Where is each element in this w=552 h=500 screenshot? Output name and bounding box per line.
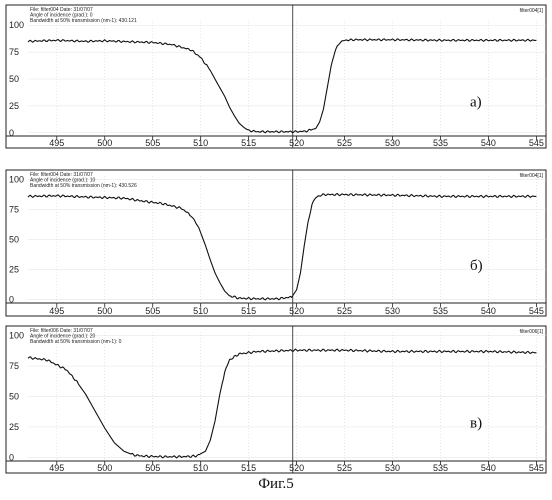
x-tick-label: 525	[337, 138, 352, 148]
x-tick-label: 520	[289, 306, 304, 316]
y-tick-label: 100	[9, 20, 24, 30]
y-tick-label: 50	[9, 392, 19, 402]
file-tag: filter006[1]	[520, 329, 544, 335]
x-tick-label: 525	[337, 306, 352, 316]
header-line-3: Bandwidth at 50% transmission (nm-1): 43…	[30, 183, 137, 189]
x-tick-label: 505	[145, 463, 160, 473]
x-tick-label: 535	[433, 463, 448, 473]
y-tick-label: 50	[9, 235, 19, 245]
panel-frame	[6, 170, 546, 316]
y-tick-label: 25	[9, 101, 19, 111]
x-tick-label: 545	[529, 306, 544, 316]
panel-label: б)	[470, 258, 483, 274]
x-tick-label: 540	[481, 463, 496, 473]
x-tick-label: 495	[49, 138, 64, 148]
x-tick-label: 495	[49, 306, 64, 316]
y-tick-label: 100	[9, 175, 24, 185]
chart-panel-3: 0 25 50 75 100 495 500 505 510 515 520 525 530 535 540…	[6, 326, 546, 473]
x-tick-label: 525	[337, 463, 352, 473]
panel-label: в)	[470, 415, 482, 431]
x-tick-label: 520	[289, 138, 304, 148]
x-tick-label: 515	[241, 306, 256, 316]
y-tick-label: 25	[9, 264, 19, 274]
y-tick-label: 75	[9, 361, 19, 371]
file-tag: filter004[1]	[520, 173, 544, 179]
y-tick-label: 0	[9, 128, 14, 138]
y-tick-label: 0	[9, 294, 14, 304]
x-tick-label: 510	[193, 306, 208, 316]
x-tick-label: 540	[481, 306, 496, 316]
x-tick-label: 505	[145, 138, 160, 148]
x-tick-label: 500	[97, 138, 112, 148]
header-line-3: Bandwidth at 50% transmission (nm-1): 0	[30, 339, 122, 345]
x-tick-label: 520	[289, 463, 304, 473]
figure-caption: Фиг.5	[0, 476, 552, 493]
x-tick-label: 515	[241, 138, 256, 148]
x-tick-label: 545	[529, 138, 544, 148]
x-tick-label: 535	[433, 138, 448, 148]
x-tick-label: 540	[481, 138, 496, 148]
x-tick-label: 510	[193, 138, 208, 148]
y-tick-label: 25	[9, 422, 19, 432]
x-tick-label: 530	[385, 306, 400, 316]
y-tick-label: 100	[9, 331, 24, 341]
file-tag: filter004[1]	[520, 8, 544, 14]
x-tick-label: 510	[193, 463, 208, 473]
panel-frame	[6, 5, 546, 148]
y-tick-label: 50	[9, 74, 19, 84]
transmission-curve	[28, 39, 536, 133]
x-tick-label: 535	[433, 306, 448, 316]
transmission-curve	[28, 349, 536, 458]
x-tick-label: 500	[97, 306, 112, 316]
y-tick-label: 75	[9, 47, 19, 57]
x-tick-label: 530	[385, 463, 400, 473]
x-tick-label: 515	[241, 463, 256, 473]
header-line-3: Bandwidth at 50% transmission (nm-1): 43…	[30, 18, 137, 24]
x-tick-label: 545	[529, 463, 544, 473]
x-tick-label: 500	[97, 463, 112, 473]
x-tick-label: 505	[145, 306, 160, 316]
x-tick-label: 530	[385, 138, 400, 148]
y-tick-label: 0	[9, 452, 14, 462]
x-tick-label: 495	[49, 463, 64, 473]
panel-frame	[6, 326, 546, 473]
panel-label: а)	[470, 94, 482, 110]
y-tick-label: 75	[9, 205, 19, 215]
chart-panel-2: 0 25 50 75 100 495 500 505 510 515 520 525 530 535 540…	[6, 170, 546, 316]
chart-panel-1: 0 25 50 75 100 495 500 505 510 515 520 525 530 535 540…	[6, 5, 546, 148]
